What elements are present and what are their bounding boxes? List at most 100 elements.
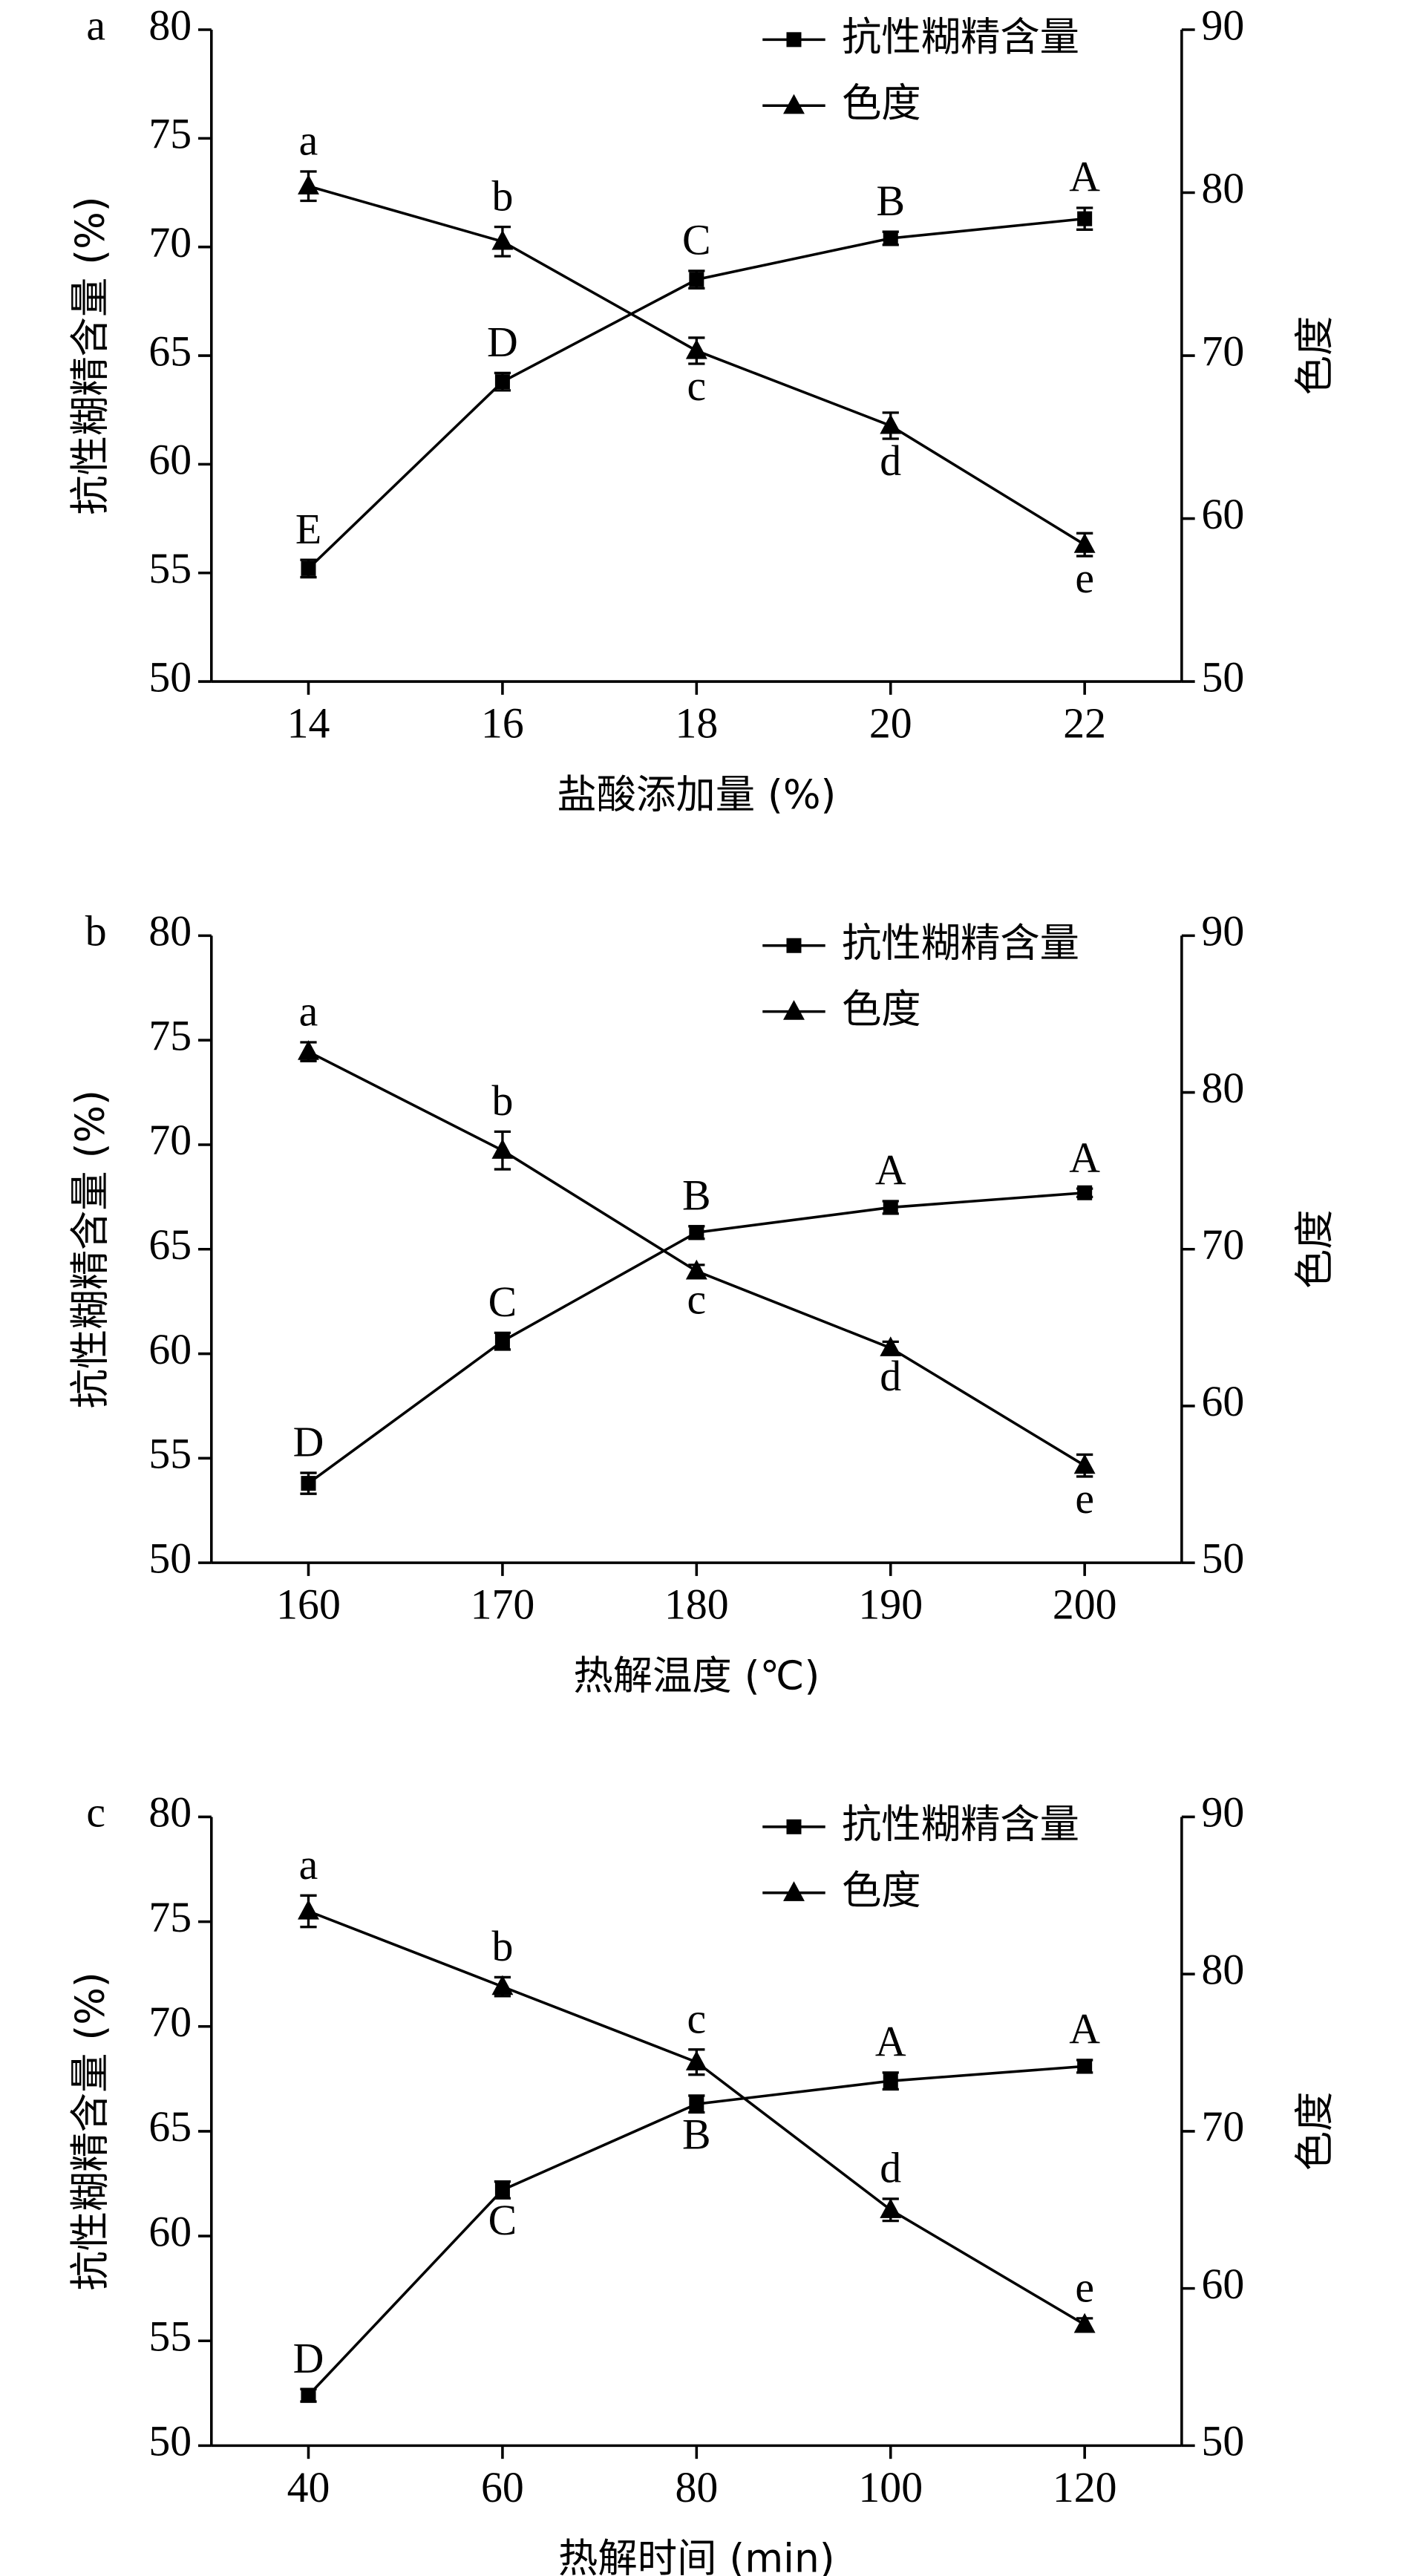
marker [301, 1476, 316, 1491]
marker [298, 1899, 319, 1920]
significance-letter: b [491, 172, 513, 220]
y2-tick-label: 80 [1202, 165, 1245, 212]
legend-label: 抗性糊精含量 [842, 919, 1079, 966]
y-axis-title: 抗性糊精含量 (%) [66, 1972, 113, 2290]
marker [689, 2096, 704, 2112]
y-tick-label: 75 [148, 1894, 192, 1941]
y2-tick-label: 70 [1202, 2103, 1245, 2151]
marker [685, 339, 707, 359]
y2-axis-title: 色度 [1291, 2092, 1338, 2171]
significance-letter: A [875, 2018, 906, 2066]
x-tick-label: 200 [1053, 1581, 1117, 1629]
marker [689, 272, 704, 287]
y-tick-label: 70 [148, 219, 192, 267]
legend-label: 抗性糊精含量 [842, 13, 1079, 60]
marker [880, 413, 902, 434]
significance-letter: D [487, 318, 518, 366]
legend-label: 抗性糊精含量 [842, 1800, 1079, 1847]
marker [880, 1336, 902, 1356]
legend-label: 色度 [842, 1866, 921, 1913]
significance-letter: d [880, 1353, 901, 1400]
y2-tick-label: 90 [1202, 908, 1245, 955]
significance-letter: C [488, 2197, 517, 2244]
significance-letter: a [299, 988, 318, 1036]
x-tick-label: 190 [858, 1581, 923, 1629]
y-tick-label: 75 [148, 1012, 192, 1059]
marker [494, 374, 510, 390]
marker [494, 1333, 510, 1349]
marker [783, 1881, 805, 1901]
y-tick-label: 80 [148, 908, 192, 955]
significance-letter: A [1069, 2006, 1100, 2053]
y-tick-label: 60 [148, 437, 192, 484]
panel-label: c [86, 1789, 105, 1837]
marker [883, 230, 898, 246]
y2-tick-label: 70 [1202, 327, 1245, 375]
x-axis-title: 热解时间 (min) [558, 2535, 835, 2576]
y-tick-label: 60 [148, 2208, 192, 2255]
x-tick-label: 60 [481, 2464, 524, 2511]
y2-tick-label: 80 [1202, 1946, 1245, 1993]
marker [783, 94, 805, 114]
marker [301, 560, 316, 576]
x-axis-title: 热解温度 (℃) [573, 1652, 820, 1699]
y2-tick-label: 60 [1202, 2260, 1245, 2308]
x-axis-title: 盐酸添加量 (%) [557, 771, 836, 817]
marker [1073, 2312, 1096, 2333]
significance-letter: a [299, 117, 318, 165]
significance-letter: d [880, 2145, 901, 2192]
marker [301, 2387, 316, 2403]
significance-letter: c [687, 1276, 707, 1324]
y-tick-label: 55 [148, 1431, 192, 1478]
marker [783, 1000, 805, 1020]
y-axis-title: 抗性糊精含量 (%) [66, 196, 113, 514]
y2-tick-label: 90 [1202, 1, 1245, 49]
y-tick-label: 50 [148, 653, 192, 701]
significance-letter: b [491, 1923, 513, 1970]
y2-axis-title: 色度 [1291, 1209, 1338, 1289]
x-tick-label: 120 [1053, 2464, 1117, 2511]
significance-letter: D [293, 2335, 324, 2382]
significance-letter: c [687, 362, 707, 410]
x-tick-label: 180 [664, 1581, 729, 1629]
marker [880, 2198, 902, 2218]
significance-letter: d [880, 437, 901, 485]
significance-letter: A [875, 1147, 906, 1194]
significance-letter: C [682, 217, 711, 264]
significance-letter: e [1075, 555, 1094, 602]
y-tick-label: 65 [148, 1221, 192, 1269]
marker [685, 1259, 707, 1280]
marker [1077, 2059, 1093, 2074]
marker [883, 2073, 898, 2089]
marker [298, 1040, 319, 1060]
x-tick-label: 170 [471, 1581, 535, 1629]
y2-tick-label: 50 [1202, 1534, 1245, 1582]
legend-label: 色度 [842, 985, 921, 1032]
significance-letter: A [1069, 1134, 1100, 1182]
y2-axis-title: 色度 [1291, 316, 1338, 396]
marker [491, 1975, 514, 1995]
series-line [307, 1050, 1086, 1467]
marker [786, 1819, 802, 1834]
marker [298, 174, 319, 194]
x-tick-label: 80 [675, 2464, 718, 2511]
significance-letter: B [682, 1171, 711, 1219]
marker [1077, 211, 1093, 226]
y-tick-label: 50 [148, 2418, 192, 2465]
marker [1073, 533, 1096, 553]
y-tick-label: 65 [148, 327, 192, 375]
x-tick-label: 18 [675, 700, 718, 748]
marker [786, 32, 802, 48]
x-tick-label: 100 [858, 2464, 923, 2511]
legend-label: 色度 [842, 79, 921, 126]
y2-tick-label: 80 [1202, 1065, 1245, 1112]
y-tick-label: 80 [148, 1789, 192, 1837]
y-tick-label: 70 [148, 1998, 192, 2046]
significance-letter: e [1075, 2264, 1094, 2312]
y-tick-label: 60 [148, 1326, 192, 1373]
y-tick-label: 80 [148, 1, 192, 49]
significance-letter: B [682, 2111, 711, 2158]
significance-letter: C [488, 1278, 517, 1326]
x-tick-label: 22 [1063, 700, 1106, 748]
marker [491, 1139, 514, 1159]
